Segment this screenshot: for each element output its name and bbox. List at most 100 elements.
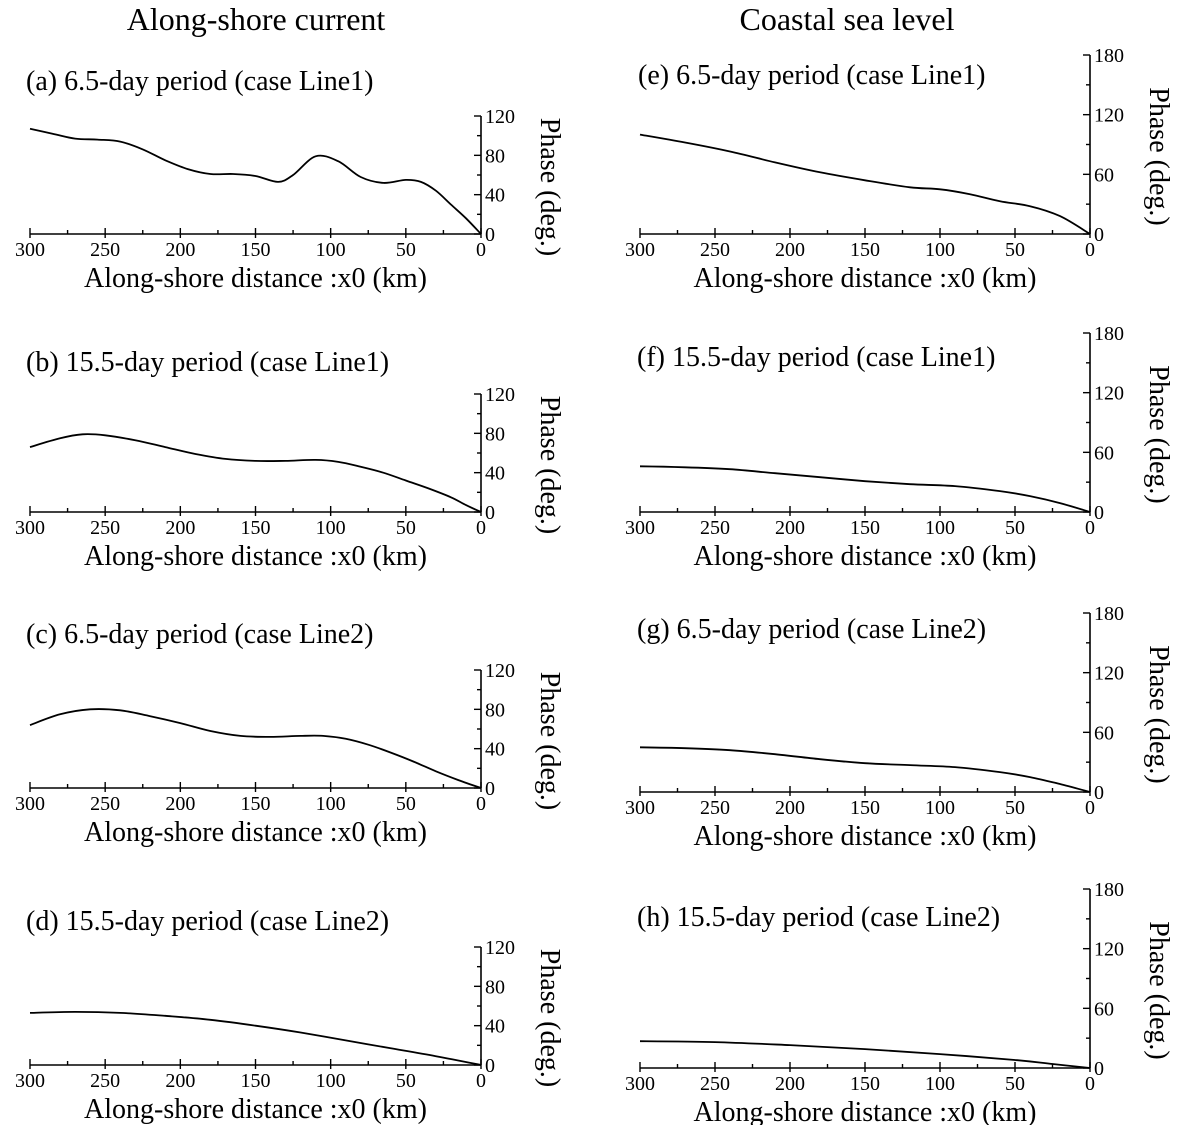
panel-title: (c) 6.5-day period (case Line2) xyxy=(26,619,374,650)
phase-curve xyxy=(29,127,482,235)
panel-title: (d) 15.5-day period (case Line2) xyxy=(26,906,389,937)
y-tick-label: 180 xyxy=(1094,323,1124,345)
x-tick-label: 0 xyxy=(476,1070,486,1092)
x-tick-label: 50 xyxy=(1005,517,1025,539)
phase-curve xyxy=(29,1010,482,1066)
x-axis-label: Along-shore distance :x0 (km) xyxy=(694,541,1037,572)
x-tick-label: 300 xyxy=(15,793,45,815)
y-tick-label: 120 xyxy=(1094,939,1124,961)
y-axis-label: Phase (deg.) xyxy=(1143,365,1174,503)
column-title-left: Along-shore current xyxy=(127,1,386,37)
panel-c: (c) 6.5-day period (case Line2) 300 250 200… xyxy=(15,619,565,848)
panel-h: (h) 15.5-day period (case Line2) 300 250 20… xyxy=(625,879,1174,1125)
y-tick-label: 60 xyxy=(1094,164,1114,186)
y-axis-label: Phase (deg.) xyxy=(534,396,565,534)
x-tick-label: 100 xyxy=(925,239,955,261)
x-tick-label: 300 xyxy=(15,1070,45,1092)
panels: (a) 6.5-day period (case Line1) 300 250 200… xyxy=(15,45,1174,1125)
y-tick-label: 80 xyxy=(485,423,505,445)
y-tick-label: 0 xyxy=(1094,1058,1104,1080)
x-tick-label: 300 xyxy=(15,239,45,261)
y-tick-label: 0 xyxy=(1094,502,1104,524)
x-tick-label: 100 xyxy=(925,517,955,539)
x-axis-label: Along-shore distance :x0 (km) xyxy=(84,1094,427,1125)
panel-d: (d) 15.5-day period (case Line2) 300 250 20… xyxy=(15,906,565,1125)
y-tick-label: 80 xyxy=(485,699,505,721)
x-tick-label: 100 xyxy=(316,793,346,815)
panel-e: (e) 6.5-day period (case Line1) 300 250 200… xyxy=(625,45,1174,294)
x-tick-label: 50 xyxy=(396,517,416,539)
x-tick-label: 150 xyxy=(241,517,271,539)
phase-curve xyxy=(639,746,1091,793)
phase-curve xyxy=(639,465,1091,513)
x-tick-label: 250 xyxy=(90,239,120,261)
panel-title: (e) 6.5-day period (case Line1) xyxy=(638,60,986,91)
x-tick-label: 150 xyxy=(241,239,271,261)
x-tick-label: 50 xyxy=(396,793,416,815)
x-tick-label: 200 xyxy=(775,517,805,539)
x-tick-label: 100 xyxy=(925,1073,955,1095)
y-tick-label: 0 xyxy=(485,1055,495,1077)
y-tick-label: 80 xyxy=(485,976,505,998)
y-tick-label: 120 xyxy=(1094,383,1124,405)
y-axis-label: Phase (deg.) xyxy=(534,949,565,1087)
panel-f: (f) 15.5-day period (case Line1) 300 250 20… xyxy=(625,323,1174,572)
x-axis-label: Along-shore distance :x0 (km) xyxy=(694,821,1037,852)
x-tick-label: 250 xyxy=(90,517,120,539)
x-tick-label: 200 xyxy=(165,517,195,539)
x-tick-label: 200 xyxy=(165,239,195,261)
phase-curve xyxy=(29,433,482,513)
y-tick-label: 180 xyxy=(1094,603,1124,625)
y-tick-label: 120 xyxy=(1094,105,1124,127)
phase-curve xyxy=(639,133,1091,235)
y-axis-label: Phase (deg.) xyxy=(1143,645,1174,783)
x-tick-label: 0 xyxy=(1085,239,1095,261)
x-tick-label: 150 xyxy=(850,239,880,261)
x-tick-label: 0 xyxy=(1085,517,1095,539)
y-axis-label: Phase (deg.) xyxy=(534,118,565,256)
panel-a: (a) 6.5-day period (case Line1) 300 250 200… xyxy=(15,66,565,294)
y-tick-label: 180 xyxy=(1094,879,1124,901)
y-tick-label: 40 xyxy=(485,1016,505,1038)
x-tick-label: 100 xyxy=(925,797,955,819)
phase-curve xyxy=(639,1040,1091,1069)
x-tick-label: 300 xyxy=(15,517,45,539)
y-tick-label: 120 xyxy=(485,937,515,959)
y-axis-label: Phase (deg.) xyxy=(534,672,565,810)
x-tick-label: 300 xyxy=(625,239,655,261)
y-tick-label: 0 xyxy=(1094,224,1104,246)
y-tick-label: 120 xyxy=(1094,663,1124,685)
panel-b: (b) 15.5-day period (case Line1) 300 250 20… xyxy=(15,347,565,572)
y-tick-label: 40 xyxy=(485,185,505,207)
x-tick-label: 300 xyxy=(625,517,655,539)
y-tick-label: 0 xyxy=(1094,782,1104,804)
x-tick-label: 300 xyxy=(625,797,655,819)
y-tick-label: 60 xyxy=(1094,722,1114,744)
x-tick-label: 0 xyxy=(1085,1073,1095,1095)
x-tick-label: 150 xyxy=(241,793,271,815)
x-axis-label: Along-shore distance :x0 (km) xyxy=(84,263,427,294)
panel-title: (b) 15.5-day period (case Line1) xyxy=(26,347,389,378)
y-tick-label: 40 xyxy=(485,739,505,761)
x-tick-label: 150 xyxy=(850,517,880,539)
y-tick-label: 0 xyxy=(485,778,495,800)
x-tick-label: 0 xyxy=(476,239,486,261)
x-tick-label: 0 xyxy=(476,517,486,539)
y-tick-label: 80 xyxy=(485,145,505,167)
x-axis-label: Along-shore distance :x0 (km) xyxy=(84,817,427,848)
x-tick-label: 250 xyxy=(90,793,120,815)
panel-title: (a) 6.5-day period (case Line1) xyxy=(26,66,374,97)
y-axis-label: Phase (deg.) xyxy=(1143,921,1174,1059)
x-tick-label: 150 xyxy=(850,1073,880,1095)
x-tick-label: 300 xyxy=(625,1073,655,1095)
x-tick-label: 250 xyxy=(700,517,730,539)
y-tick-label: 0 xyxy=(485,224,495,246)
x-axis-label: Along-shore distance :x0 (km) xyxy=(694,1097,1037,1125)
x-tick-label: 150 xyxy=(850,797,880,819)
column-title-right: Coastal sea level xyxy=(739,1,954,37)
panel-title: (g) 6.5-day period (case Line2) xyxy=(637,614,986,645)
x-tick-label: 0 xyxy=(1085,797,1095,819)
x-tick-label: 50 xyxy=(1005,239,1025,261)
x-tick-label: 250 xyxy=(700,797,730,819)
